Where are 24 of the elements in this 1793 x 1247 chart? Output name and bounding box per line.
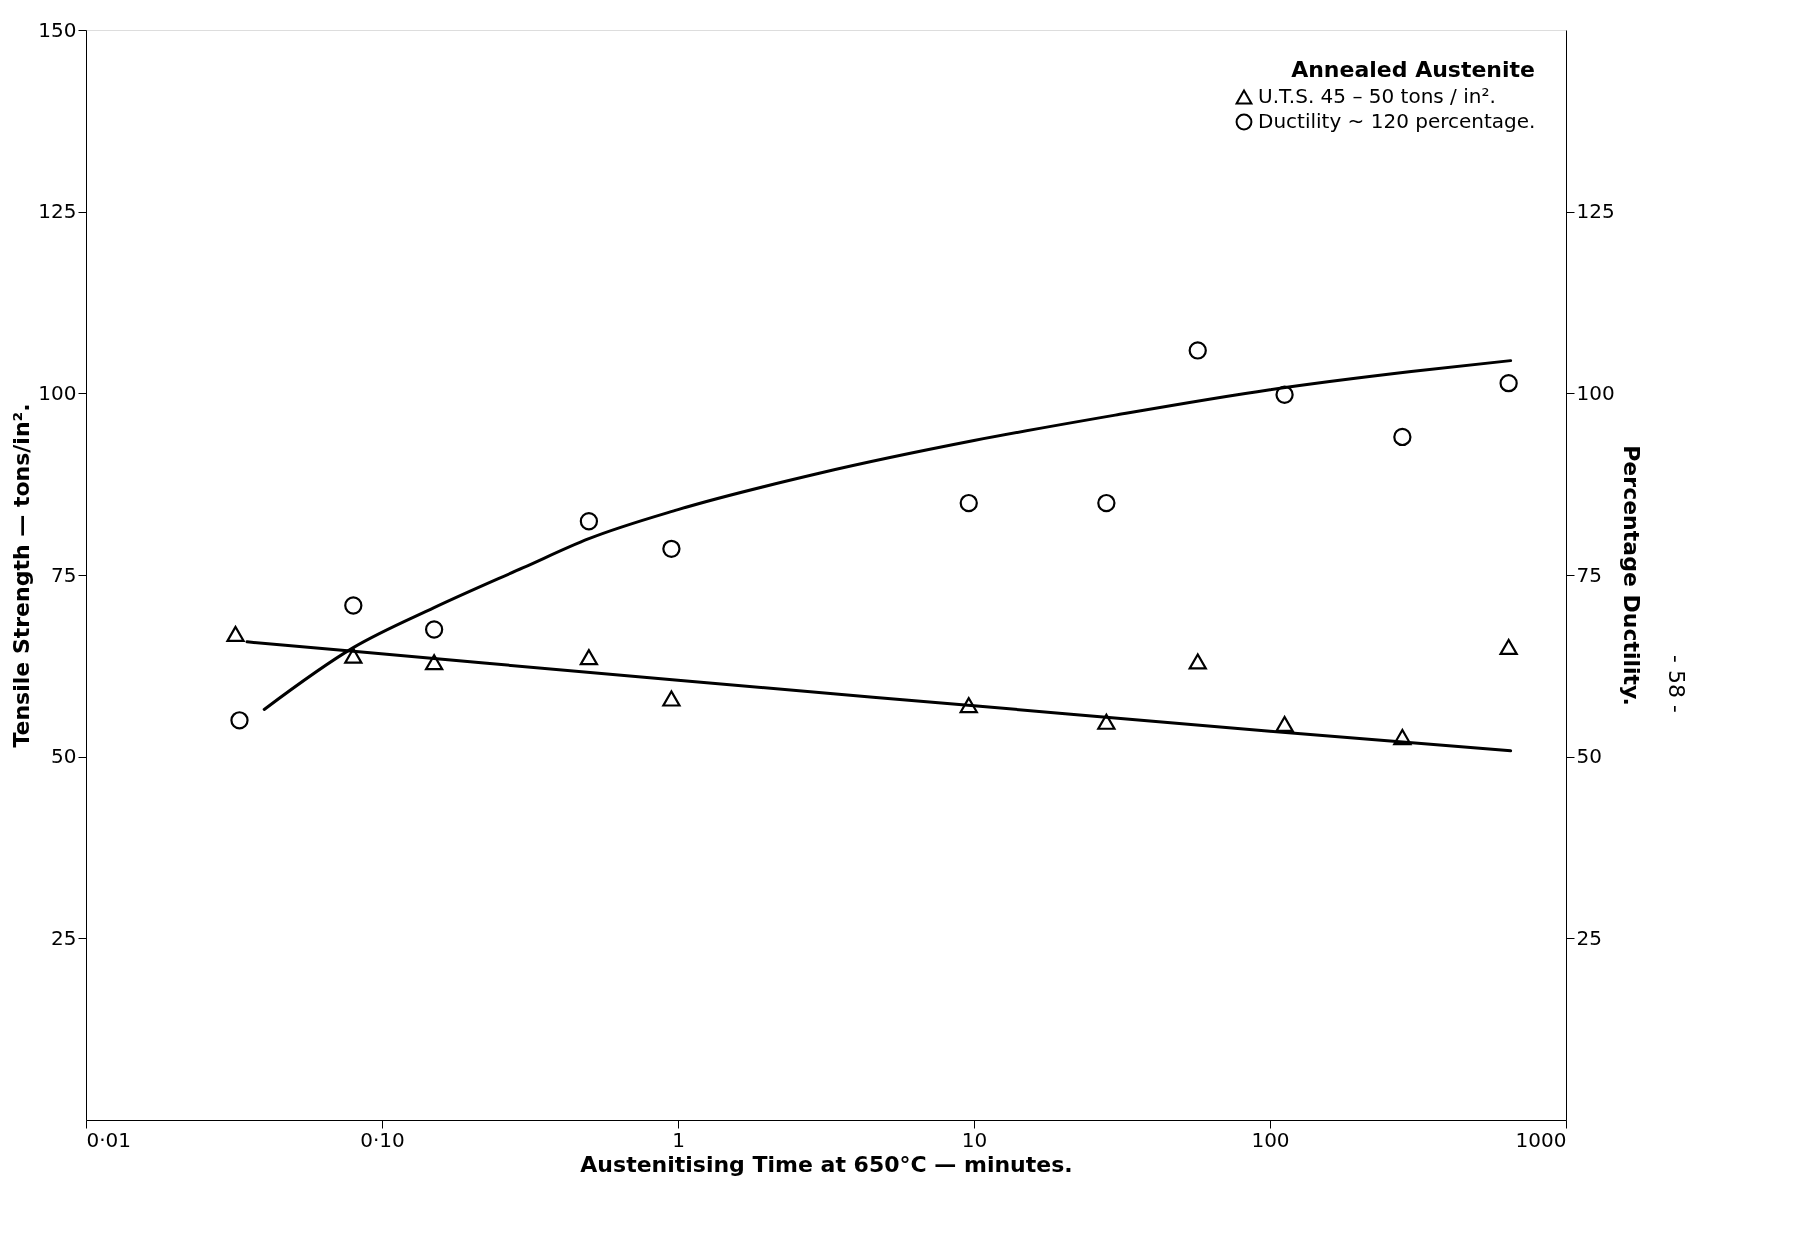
legend-title: Annealed Austenite: [1291, 57, 1535, 82]
y2-tick-label: 75: [1576, 562, 1602, 587]
y2-tick-label: 125: [1576, 199, 1615, 224]
y-axis-title: Tensile Strength — tons/in².: [9, 403, 35, 748]
y-tick-label: 25: [51, 925, 77, 950]
x-tick-label: 100: [1251, 1127, 1290, 1152]
legend-label: Ductility ~ 120 percentage.: [1258, 109, 1536, 133]
y2-tick-label: 100: [1576, 380, 1615, 405]
x-tick-label: 0·10: [360, 1127, 405, 1152]
legend-label: U.T.S. 45 – 50 tons / in².: [1258, 84, 1496, 108]
y-tick-label: 150: [38, 17, 77, 42]
y2-tick-label: 50: [1576, 744, 1602, 769]
y-tick-label: 100: [38, 380, 77, 405]
x-axis-title: Austenitising Time at 650°C — minutes.: [580, 1151, 1073, 1177]
x-tick-label: 10: [961, 1127, 988, 1152]
text: - 58 -: [1664, 655, 1689, 713]
x-tick-label: 1000: [1515, 1127, 1567, 1152]
y-tick-label: 50: [51, 744, 77, 769]
x-tick-label: 1: [672, 1127, 685, 1152]
y-tick-label: 125: [38, 199, 77, 224]
y-tick-label: 75: [51, 562, 77, 587]
x-tick-label: 0·01: [86, 1127, 132, 1152]
y2-tick-label: 25: [1576, 925, 1602, 950]
y2-axis-title: Percentage Ductility.: [1618, 445, 1644, 706]
